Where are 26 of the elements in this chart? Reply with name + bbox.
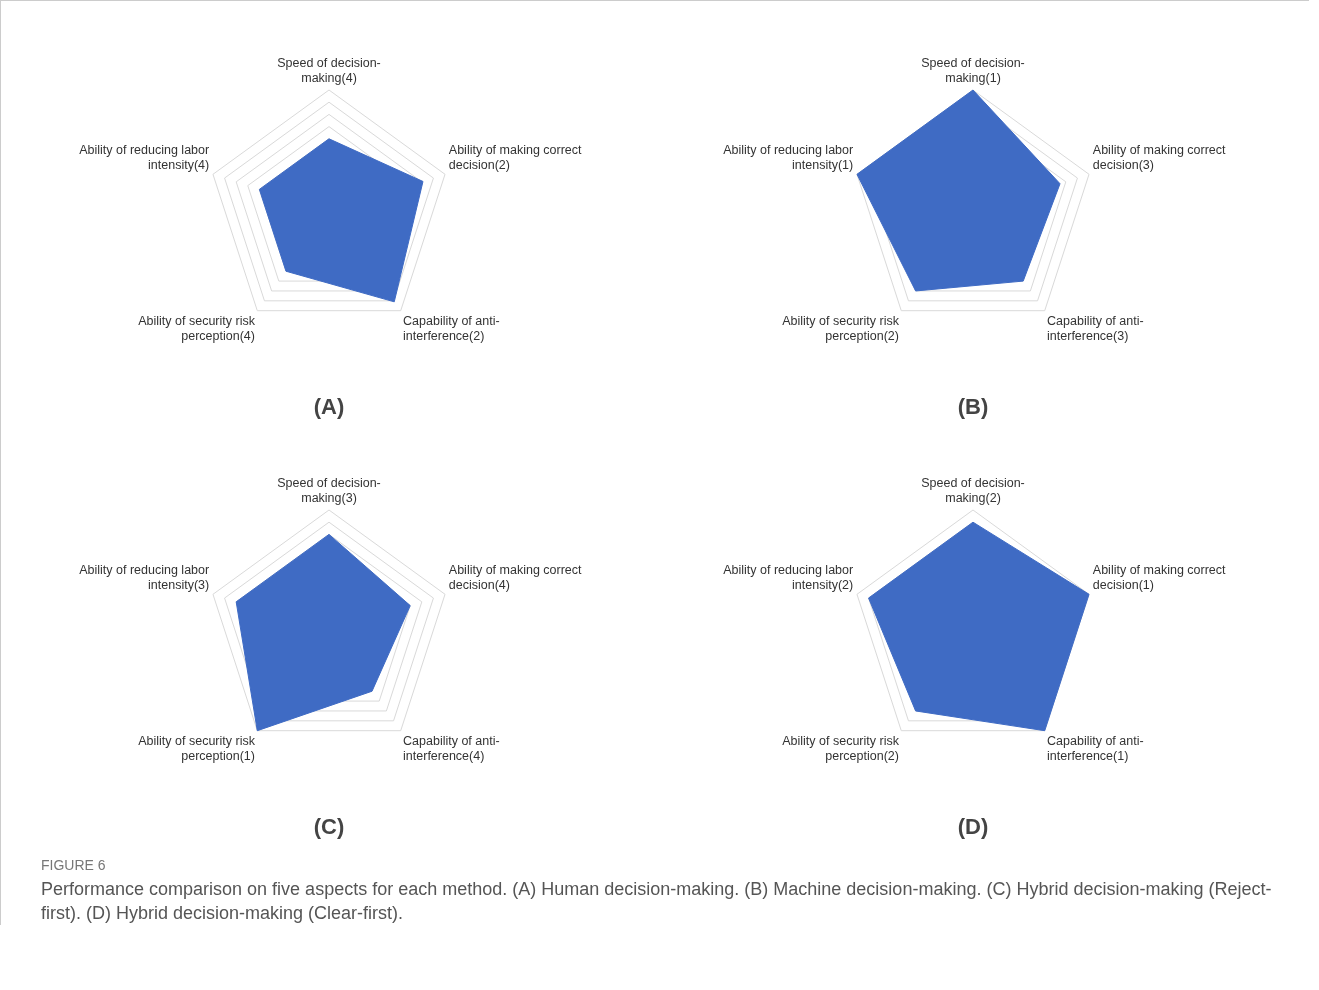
- spoke-label: Ability of security risk perception(4): [138, 313, 256, 343]
- spoke-label: Ability of making correct decision(2): [448, 143, 583, 173]
- text: (B): [957, 393, 989, 419]
- spoke-label: Ability of making correct decision(4): [448, 563, 583, 593]
- spoke-label: Ability of security risk perception(2): [782, 733, 900, 763]
- spoke-label: Capability of anti-interference(3): [1047, 313, 1144, 343]
- text: (D): [957, 813, 989, 839]
- spoke-label: Ability of security risk perception(1): [138, 733, 256, 763]
- spoke-label: Ability of making correct decision(1): [1092, 563, 1227, 593]
- spoke-label: Ability of reducing labor intensity(2): [723, 563, 854, 593]
- spoke-label: Speed of decision-making(1): [921, 55, 1025, 85]
- spoke-label: Ability of reducing labor intensity(1): [723, 143, 854, 173]
- spoke-label: Speed of decision-making(4): [277, 55, 381, 85]
- spoke-label: Capability of anti-interference(1): [1047, 733, 1144, 763]
- spoke-label: Speed of decision-making(3): [277, 475, 381, 505]
- spoke-label: Ability of reducing labor intensity(4): [79, 143, 210, 173]
- spoke-label: Capability of anti-interference(2): [403, 313, 500, 343]
- text: Performance comparison on five aspects for each method. (A) Human decision-making. (B) Machine decision-making. (C) Hybrid decision-making (Reject-first). (D) Hybrid decision-making (Clear-first).: [41, 878, 1273, 925]
- spoke-label: Ability of security risk perception(2): [782, 313, 900, 343]
- spoke-label: Capability of anti-interference(4): [403, 733, 500, 763]
- caption: FIGURE 6: [41, 857, 107, 873]
- text: (A): [313, 393, 345, 419]
- spoke-label: Ability of making correct decision(3): [1092, 143, 1227, 173]
- spoke-label: Ability of reducing labor intensity(3): [79, 563, 210, 593]
- text: (C): [313, 813, 345, 839]
- spoke-label: Speed of decision-making(2): [921, 475, 1025, 505]
